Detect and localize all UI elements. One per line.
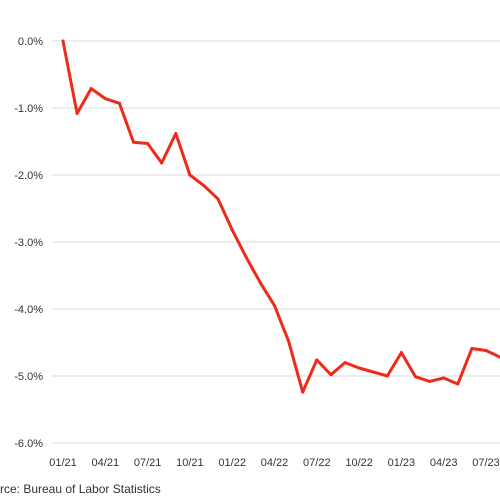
data-point xyxy=(103,97,107,101)
x-tick-label: 01/21 xyxy=(49,457,77,469)
y-tick-label: -1.0% xyxy=(14,103,43,115)
y-tick-label: 0.0% xyxy=(18,36,43,48)
y-tick-label: -2.0% xyxy=(14,170,43,182)
source-note: rce: Bureau of Labor Statistics xyxy=(0,482,161,496)
y-axis-tick-labels: 0.0% -1.0% -2.0% -3.0% -4.0% -5.0% -6.0% xyxy=(14,36,43,450)
data-point xyxy=(484,349,488,353)
data-point xyxy=(61,39,65,43)
data-point xyxy=(174,131,178,135)
data-point xyxy=(202,184,206,188)
data-point xyxy=(371,370,375,374)
data-point xyxy=(428,379,432,383)
x-tick-label: 04/21 xyxy=(92,457,120,469)
data-point xyxy=(456,382,460,386)
x-tick-label: 10/21 xyxy=(176,457,204,469)
x-tick-label: 07/22 xyxy=(303,457,331,469)
data-point xyxy=(414,375,417,379)
y-tick-label: -3.0% xyxy=(14,237,43,249)
data-point xyxy=(385,374,389,378)
series-line xyxy=(61,39,500,394)
gridlines xyxy=(52,40,500,444)
x-tick-label: 07/23 xyxy=(472,457,500,469)
x-tick-label: 01/22 xyxy=(218,457,246,469)
x-tick-label: 07/21 xyxy=(134,457,162,469)
data-point xyxy=(160,161,164,165)
data-point xyxy=(301,390,305,394)
data-point xyxy=(230,228,234,232)
x-tick-label: 10/22 xyxy=(345,457,373,469)
series-line-path xyxy=(61,39,500,394)
data-point xyxy=(442,376,446,380)
data-point xyxy=(273,304,276,308)
x-tick-label: 01/23 xyxy=(388,457,416,469)
data-point xyxy=(146,142,150,146)
data-point xyxy=(188,173,192,177)
y-tick-label: -5.0% xyxy=(14,371,43,383)
y-tick-label: -4.0% xyxy=(14,304,43,316)
data-point xyxy=(357,366,361,370)
data-point xyxy=(117,101,121,105)
data-point xyxy=(315,358,319,362)
data-point xyxy=(399,351,403,355)
data-point xyxy=(287,339,291,343)
data-point xyxy=(89,87,93,91)
data-point xyxy=(258,281,262,285)
data-point xyxy=(470,347,474,351)
data-point xyxy=(244,255,248,259)
x-tick-label: 04/23 xyxy=(430,457,458,469)
data-point xyxy=(132,140,135,144)
data-point xyxy=(216,197,220,201)
data-point xyxy=(75,111,79,115)
x-tick-label: 04/22 xyxy=(261,457,289,469)
y-tick-label: -6.0% xyxy=(14,438,43,450)
data-point xyxy=(343,361,347,365)
data-point xyxy=(329,373,333,377)
x-axis-tick-labels: 01/21 04/21 07/21 10/21 01/22 04/22 07/22 10/22… xyxy=(49,457,500,469)
